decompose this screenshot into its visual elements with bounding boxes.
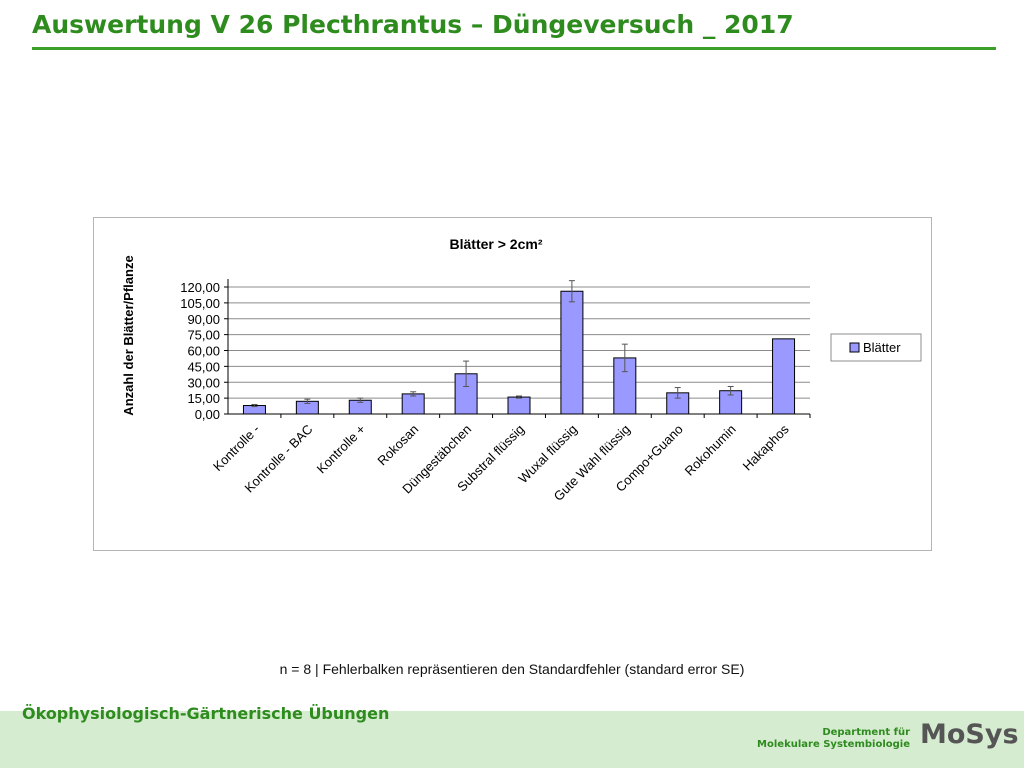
department-line-1: Department für [822,727,910,738]
chart-frame: Blätter > 2cm² 0,00 15,00 30,00 45,00 60,00 75… [93,217,932,551]
title-underline [32,47,996,50]
course-name: Ökophysiologisch-Gärtnerische Übungen [22,704,390,723]
x-tick-label: Kontrolle - [210,422,263,475]
slide-title: Auswertung V 26 Plecthrantus – Düngevers… [32,10,794,39]
y-axis-label: Anzahl der Blätter/Pflanze [121,255,136,415]
y-tick-label: 90,00 [187,312,220,327]
legend-swatch [849,342,860,353]
bar [401,393,425,415]
department-line-2: Molekulare Systembiologie [757,739,910,750]
x-tick-label: Kontrolle + [314,422,369,477]
y-tick-label: 45,00 [187,359,220,374]
y-tick-label: 75,00 [187,328,220,343]
chart-svg: Blätter > 2cm² 0,0015,0030,0045,0060,0075… [121,236,922,504]
y-tick-label: 105,00 [180,296,220,311]
chart-title: Blätter > 2cm² [450,236,543,252]
y-tick-label: 60,00 [187,344,220,359]
y-tick-label: 15,00 [187,391,220,406]
bar [772,338,796,415]
x-tick-label: Rokosan [374,422,421,469]
legend-box [830,333,922,362]
footnote: n = 8 | Fehlerbalken repräsentieren den … [279,661,745,677]
legend-label: Blätter [863,340,901,355]
y-tick-label: 120,00 [180,280,220,295]
department-label: Department für Molekulare Systembiologie [757,727,910,751]
bar [507,396,531,415]
y-tick-label: 30,00 [187,375,220,390]
footer-band [0,711,1024,768]
mosys-logo: MoSys [920,719,1019,750]
bar [560,290,584,415]
x-tick-label: Rokohumin [682,422,739,479]
x-tick-label: Hakaphos [740,421,792,473]
y-tick-label: 0,00 [195,407,220,422]
